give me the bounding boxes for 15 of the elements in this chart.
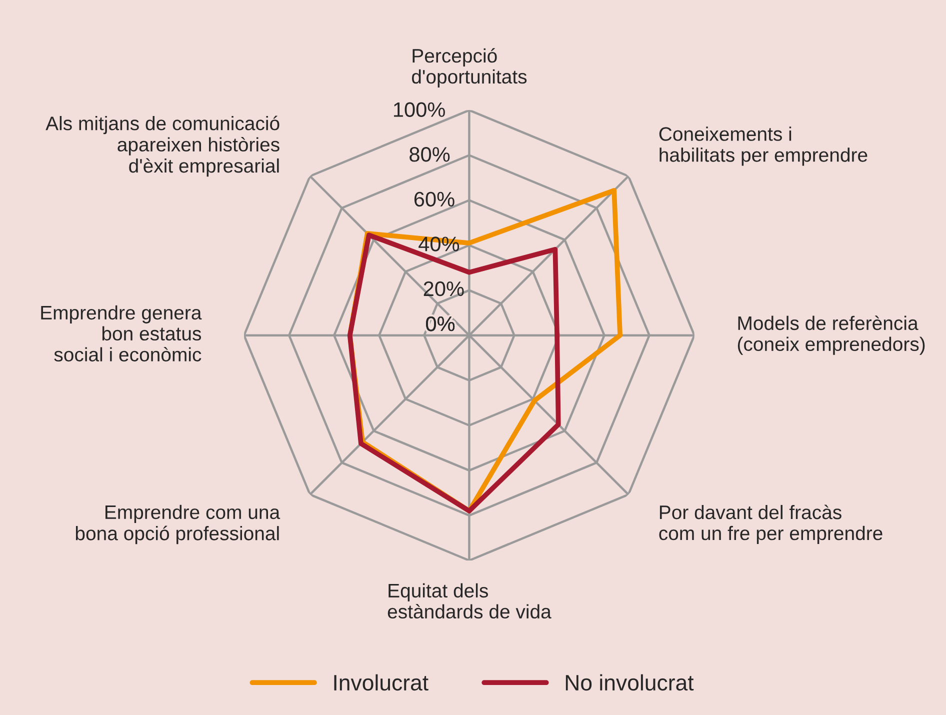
y-tick-label: 0% <box>426 316 455 332</box>
y-tick-label: 80% <box>410 147 450 162</box>
spoke-label: Equitat dels estàndards de vida <box>388 583 552 619</box>
spoke-label: Coneixements i habilitats per emprendre <box>659 126 868 166</box>
spoke-label: Emprendre com una bona opció professional <box>76 504 280 544</box>
y-tick-label: 100% <box>394 102 445 118</box>
spoke-label: Por davant del fracàs com un fre per emprendre <box>659 504 882 544</box>
spoke-label: Percepció d'oportunitats <box>412 48 527 88</box>
legend-label: Involucrat <box>334 674 428 691</box>
spoke-label: Als mitjans de comunicació apareixen històries d'èxit empresarial <box>46 116 280 177</box>
legend-label: No involucrat <box>566 674 694 691</box>
spoke-label: Models de referència (coneix emprenedors) <box>738 316 925 355</box>
y-tick-label: 20% <box>424 281 464 296</box>
y-tick-label: 60% <box>414 192 454 207</box>
spoke-label: Emprendre genera bon estatus social i econòmic <box>41 305 202 362</box>
